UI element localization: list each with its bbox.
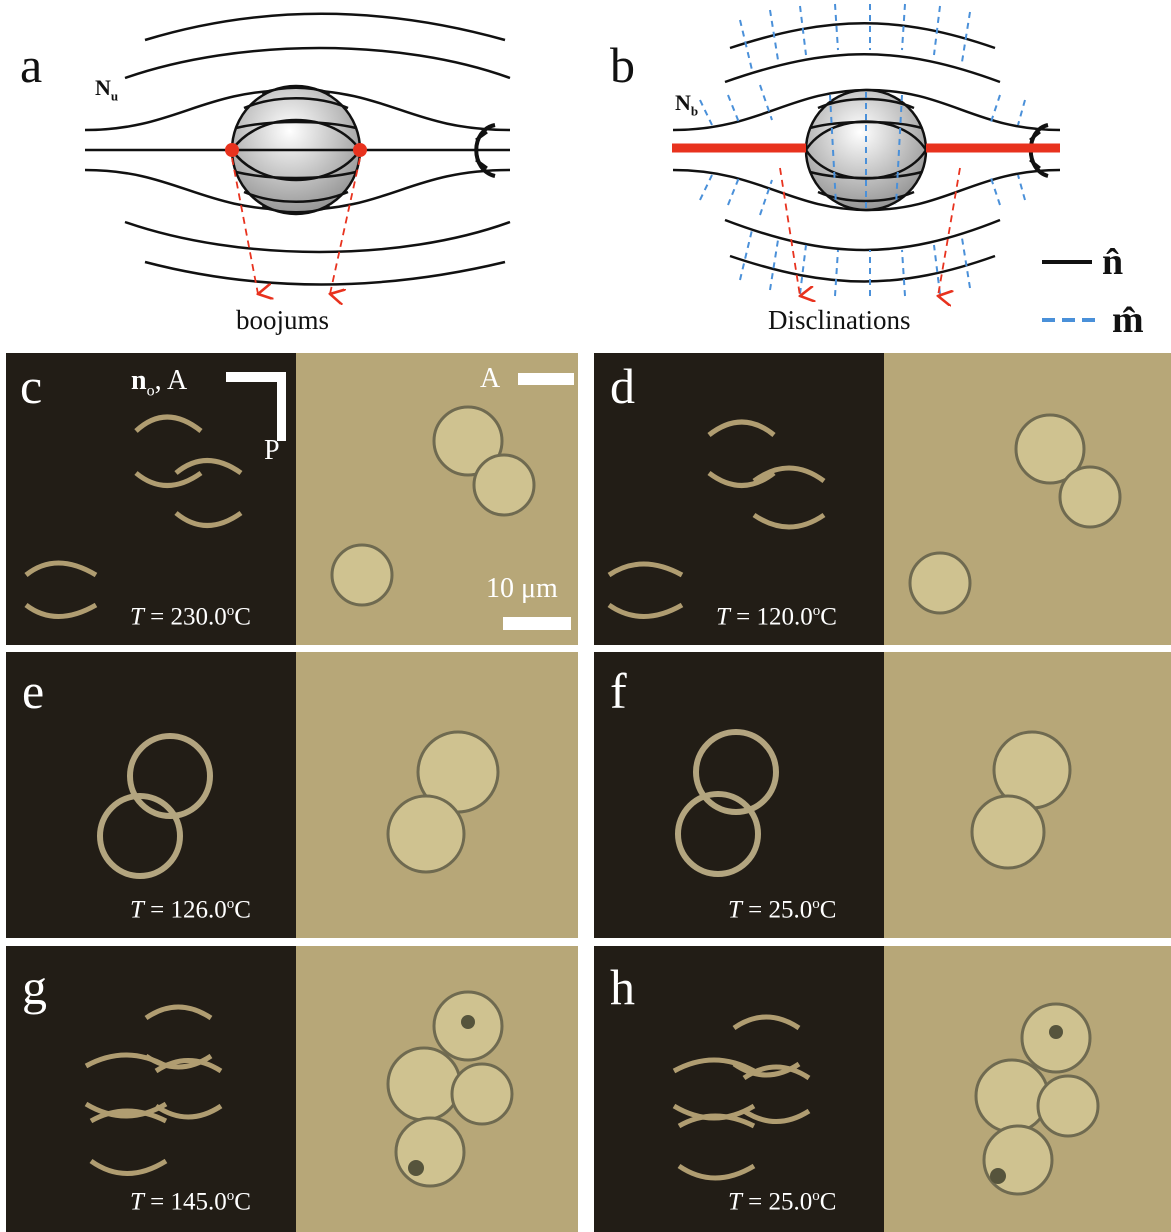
legend-m-label: m̂ bbox=[1112, 299, 1144, 341]
crossed-polarizer-image bbox=[6, 353, 296, 645]
boojum-left-dot bbox=[225, 143, 239, 157]
panel-label-c: c bbox=[20, 358, 43, 414]
polarizer-label: no, A bbox=[131, 365, 188, 400]
legend-n: n̂ bbox=[1042, 240, 1123, 284]
schematic-a bbox=[84, 12, 511, 286]
micrograph-c: c no, A P A 10 μm T = 230.0oC bbox=[6, 353, 578, 645]
panel-label-f: f bbox=[610, 663, 627, 719]
micrograph-h-particles bbox=[672, 1002, 1100, 1196]
crossed-polarizer-image bbox=[594, 946, 884, 1232]
micrograph-h: h T = 25.0oC bbox=[594, 946, 1171, 1232]
panel-label-h: h bbox=[610, 959, 635, 1015]
director-label-nb: Nb bbox=[675, 90, 699, 119]
scale-bar bbox=[503, 617, 571, 630]
temperature-g: T = 145.0oC bbox=[130, 1188, 251, 1216]
director-label-nu: Nu bbox=[95, 75, 119, 104]
polarizer-axis-icon bbox=[226, 372, 286, 441]
temperature-d: T = 120.0oC bbox=[716, 603, 837, 631]
polarizer-p-label: P bbox=[264, 435, 280, 466]
panel-label-a: a bbox=[20, 37, 43, 93]
micrograph-f-particles bbox=[675, 729, 1072, 877]
temperature-c: T = 230.0oC bbox=[130, 603, 251, 631]
micrograph-g: g T = 145.0oC bbox=[6, 946, 578, 1232]
micrograph-g-particles bbox=[84, 990, 514, 1188]
panel-label-d: d bbox=[610, 358, 635, 414]
caption-disclinations: Disclinations bbox=[768, 305, 911, 335]
temperature-e: T = 126.0oC bbox=[130, 896, 251, 924]
micrograph-d: d T = 120.0oC bbox=[594, 353, 1171, 645]
caption-boojums: boojums bbox=[236, 305, 330, 335]
panel-label-e: e bbox=[22, 663, 45, 719]
legend-m: m̂ bbox=[1042, 298, 1144, 342]
panel-label-b: b bbox=[610, 37, 635, 93]
micrograph-f: f T = 25.0oC bbox=[594, 652, 1171, 938]
temperature-h: T = 25.0oC bbox=[728, 1188, 837, 1216]
boojum-right-dot bbox=[353, 143, 367, 157]
crossed-polarizer-image bbox=[594, 353, 884, 645]
micrograph-d-particles bbox=[607, 413, 1122, 619]
scale-bar-label: 10 μm bbox=[486, 573, 558, 604]
crossed-polarizer-image bbox=[6, 946, 296, 1232]
schematic-diagrams bbox=[84, 3, 1061, 345]
analyzer-bar bbox=[518, 373, 574, 385]
schematics-row: a b bbox=[0, 0, 1171, 345]
crossed-polarizer-image bbox=[594, 652, 884, 938]
legend-n-label: n̂ bbox=[1102, 241, 1124, 283]
micrograph-c-particles bbox=[24, 405, 536, 619]
micrograph-e-particles bbox=[97, 730, 500, 879]
temperature-f: T = 25.0oC bbox=[728, 896, 837, 924]
analyzer-a-label: A bbox=[480, 363, 501, 394]
panel-label-g: g bbox=[22, 959, 47, 1015]
micrograph-e: e T = 126.0oC bbox=[6, 652, 578, 938]
m-field-lines bbox=[699, 3, 1026, 297]
